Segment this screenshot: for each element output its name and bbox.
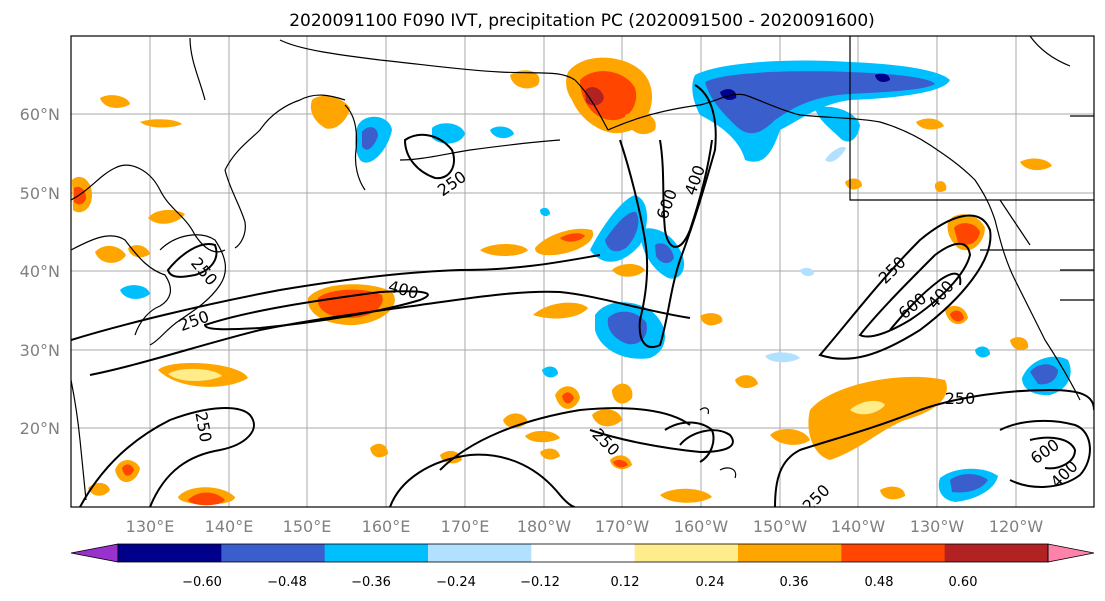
lon-label: 160°W: [674, 517, 729, 536]
colorbar-extend-low: [70, 543, 119, 563]
colorbar-outline: [117, 543, 1049, 563]
lon-label: 140°E: [205, 517, 254, 536]
colorbar-tick: −0.24: [436, 575, 476, 590]
colorbar-tick: 0.12: [611, 575, 640, 590]
colorbar-tick: −0.48: [267, 575, 307, 590]
precip-negative-shading: [120, 60, 1071, 502]
colorbar-segment: [428, 544, 532, 562]
gridlines: [71, 36, 1094, 507]
latitude-labels: 60°N 50°N 40°N 30°N 20°N: [20, 105, 60, 438]
colorbar-tick: −0.60: [182, 575, 222, 590]
lat-label: 20°N: [20, 419, 60, 438]
ivt-contours: [71, 84, 1094, 507]
colorbar-segment: [324, 544, 429, 562]
lon-label: 130°E: [126, 517, 175, 536]
lat-label: 40°N: [20, 262, 60, 281]
colorbar-tick: 0.48: [865, 575, 894, 590]
lon-label: 150°W: [753, 517, 808, 536]
colorbar-segment: [634, 544, 739, 562]
colorbar-segment: [118, 544, 222, 562]
map-content: 250 400 600 250 400 250 250 600 400 250 …: [71, 36, 1094, 507]
colorbar-tick: −0.12: [520, 575, 560, 590]
lat-label: 50°N: [20, 184, 60, 203]
colorbar-segment: [531, 544, 636, 562]
colorbar-extend-high: [1047, 543, 1095, 563]
coastlines: [71, 36, 1094, 501]
lon-label: 170°E: [441, 517, 490, 536]
colorbar-tick: 0.36: [780, 575, 809, 590]
precip-positive-shading: [72, 57, 1052, 506]
colorbar-segment: [738, 544, 842, 562]
lon-label: 130°W: [910, 517, 965, 536]
colorbar-tick-labels: −0.60 −0.48 −0.36 −0.24 −0.12 0.12 0.24 …: [182, 575, 977, 590]
map-title: 2020091100 F090 IVT, precipitation PC (2…: [289, 11, 875, 31]
lat-label: 30°N: [20, 341, 60, 360]
colorbar-segment: [841, 544, 946, 562]
colorbar-tick: 0.60: [949, 575, 978, 590]
colorbar: [70, 543, 1095, 563]
lon-label: 120°W: [989, 517, 1044, 536]
map-border: [70, 35, 1095, 508]
lon-label: 140°W: [831, 517, 886, 536]
colorbar-tick: −0.36: [351, 575, 391, 590]
longitude-labels: 130°E 140°E 150°E 160°E 170°E 180°W 170°…: [126, 517, 1044, 536]
lat-label: 60°N: [20, 105, 60, 124]
lon-label: 170°W: [595, 517, 650, 536]
colorbar-segment: [944, 544, 1049, 562]
colorbar-segment: [221, 544, 326, 562]
colorbar-tick: 0.24: [696, 575, 725, 590]
lon-label: 160°E: [362, 517, 411, 536]
contour-label: 250: [945, 389, 976, 408]
lon-label: 180°W: [517, 517, 572, 536]
lon-label: 150°E: [283, 517, 332, 536]
